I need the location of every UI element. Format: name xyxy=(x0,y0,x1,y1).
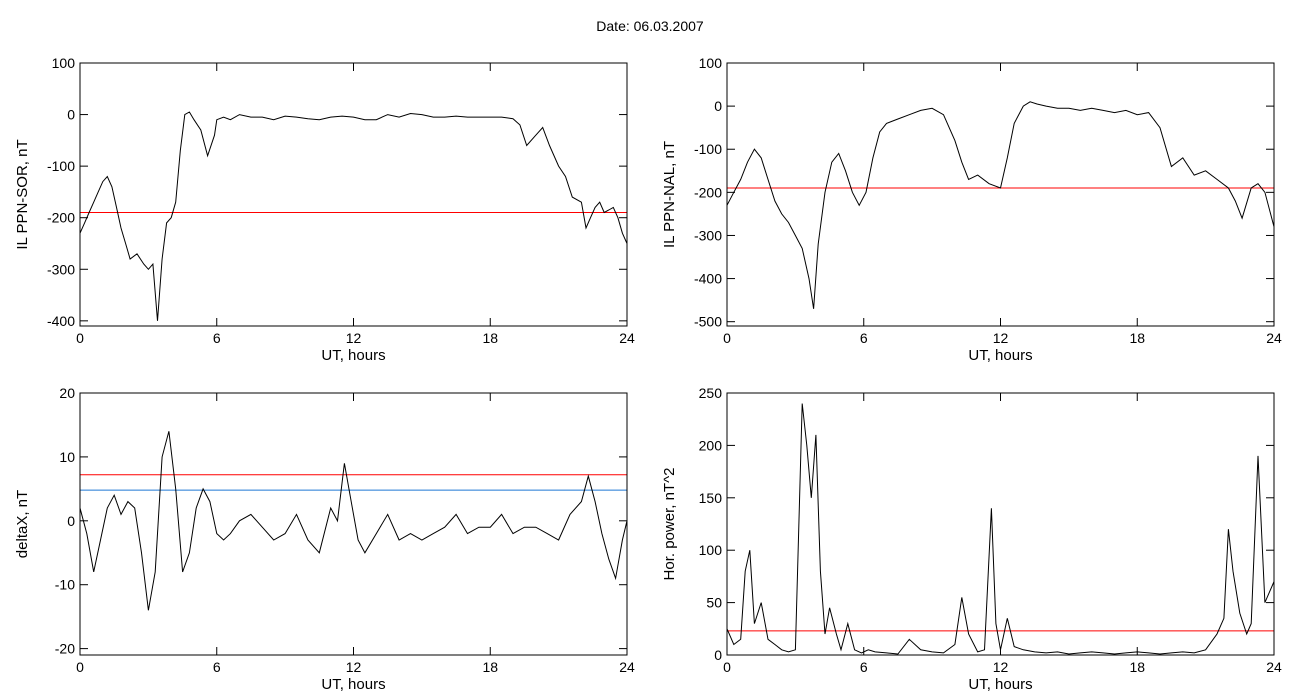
y-tick-label: 200 xyxy=(699,437,723,453)
y-tick-label: 0 xyxy=(714,98,722,114)
y-tick-label: 0 xyxy=(714,647,722,663)
y-axis-label: IL PPN-NAL, nT xyxy=(661,141,678,248)
y-tick-label: 100 xyxy=(699,55,723,71)
y-tick-label: 0 xyxy=(67,513,75,529)
x-axis-label: UT, hours xyxy=(321,676,385,693)
y-tick-label: 50 xyxy=(706,595,722,611)
y-tick-label: 20 xyxy=(59,385,75,401)
series-line-deltax-0 xyxy=(80,431,627,611)
figure-title: Date: 06.03.2007 xyxy=(596,18,704,34)
axes-frame-sor xyxy=(79,62,628,327)
y-tick-label: 100 xyxy=(52,55,76,71)
x-tick-label: 0 xyxy=(723,659,731,675)
x-tick-label: 6 xyxy=(213,330,221,346)
panel-sor: 0 6 12 18 24 -400 -300 -200 -100 0 100 UT, hours IL … xyxy=(14,55,635,364)
x-tick-label: 24 xyxy=(1266,659,1282,675)
panel-power: 0 6 12 18 24 0 50 100 150 200 250 UT, hours Hor. pow… xyxy=(661,385,1282,693)
x-tick-label: 6 xyxy=(860,659,868,675)
y-tick-label: -10 xyxy=(55,577,75,593)
y-axis-label: deltaX, nT xyxy=(14,490,31,558)
y-tick-label: 10 xyxy=(59,449,75,465)
y-tick-label: -20 xyxy=(55,641,75,657)
y-tick-label: -300 xyxy=(47,261,75,277)
x-tick-label: 24 xyxy=(619,330,635,346)
x-tick-label: 0 xyxy=(76,659,84,675)
y-tick-label: -500 xyxy=(694,314,722,330)
x-tick-label: 12 xyxy=(346,330,362,346)
x-tick-label: 18 xyxy=(482,659,498,675)
y-tick-label: 150 xyxy=(699,490,723,506)
y-tick-label: -400 xyxy=(47,313,75,329)
y-tick-label: 0 xyxy=(67,107,75,123)
axes-frame-deltax xyxy=(79,392,628,656)
series-line-power-0 xyxy=(727,403,1274,655)
panel-deltax: 0 6 12 18 24 -20 -10 0 10 20 UT, hours deltaX, nT xyxy=(14,385,635,693)
y-axis-label: Hor. power, nT^2 xyxy=(661,468,678,581)
x-axis-label: UT, hours xyxy=(968,676,1032,693)
series-line-nal-0 xyxy=(727,101,1274,309)
x-axis-label: UT, hours xyxy=(321,347,385,364)
x-tick-label: 0 xyxy=(723,330,731,346)
x-tick-label: 18 xyxy=(1129,659,1145,675)
x-tick-label: 6 xyxy=(213,659,221,675)
y-tick-label: -100 xyxy=(694,141,722,157)
panel-nal: 0 6 12 18 24 -500 -400 -300 -200 -100 0 100 UT, hour… xyxy=(661,55,1282,364)
y-tick-label: -100 xyxy=(47,158,75,174)
y-tick-label: -200 xyxy=(47,210,75,226)
x-tick-label: 18 xyxy=(1129,330,1145,346)
x-tick-label: 0 xyxy=(76,330,84,346)
y-tick-label: -400 xyxy=(694,271,722,287)
x-tick-label: 18 xyxy=(482,330,498,346)
y-tick-label: 250 xyxy=(699,385,723,401)
y-axis-label: IL PPN-SOR, nT xyxy=(14,139,31,249)
series-line-sor-0 xyxy=(80,111,627,321)
x-tick-label: 24 xyxy=(619,659,635,675)
x-tick-label: 6 xyxy=(860,330,868,346)
y-tick-label: -200 xyxy=(694,184,722,200)
axes-frame-nal xyxy=(726,62,1275,327)
x-tick-label: 12 xyxy=(993,659,1009,675)
x-axis-label: UT, hours xyxy=(968,347,1032,364)
y-tick-label: 100 xyxy=(699,542,723,558)
axes-frame-power xyxy=(726,392,1275,656)
y-tick-label: -300 xyxy=(694,227,722,243)
x-tick-label: 24 xyxy=(1266,330,1282,346)
x-tick-label: 12 xyxy=(993,330,1009,346)
x-tick-label: 12 xyxy=(346,659,362,675)
